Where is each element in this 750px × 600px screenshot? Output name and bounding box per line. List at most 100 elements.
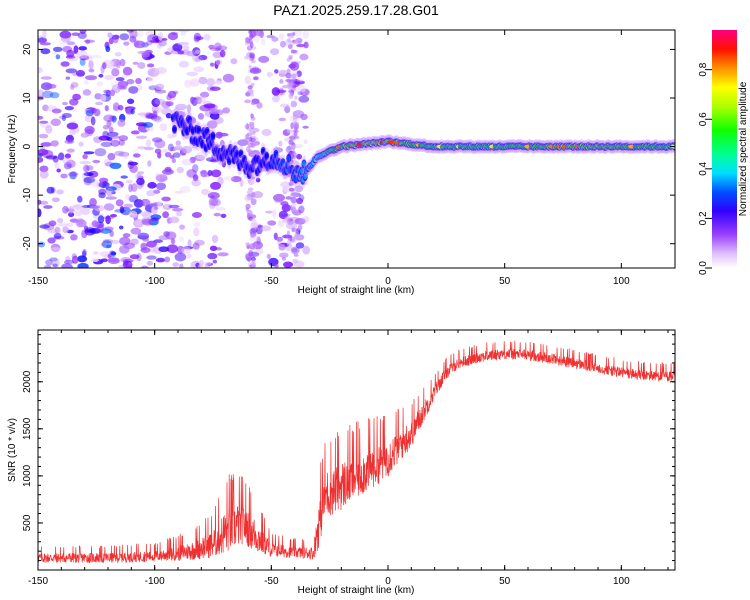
heatmap-cell [203, 103, 216, 109]
heatmap-cell [249, 233, 257, 238]
heatmap-cell [209, 86, 221, 91]
heatmap-cell [162, 211, 170, 219]
heatmap-cell [250, 192, 256, 198]
heatmap-cell [293, 176, 298, 182]
heatmap-cell [210, 181, 221, 190]
heatmap-cell [247, 85, 253, 90]
heatmap-cell [248, 216, 253, 221]
heatmap-cell [39, 120, 49, 124]
heatmap-cell [164, 166, 172, 173]
heatmap-cell [83, 164, 90, 173]
heatmap-cell [217, 252, 229, 257]
heatmap-cell [85, 39, 91, 45]
heatmap-cell [258, 55, 270, 63]
heatmap-cell [154, 148, 162, 154]
heatmap-cell [191, 128, 196, 134]
heatmap-cell [293, 39, 298, 44]
heatmap-cell [101, 240, 112, 249]
heatmap-cell [202, 261, 212, 266]
heatmap-cell [122, 74, 128, 79]
heatmap-cell [191, 179, 201, 187]
heatmap-cell [129, 254, 140, 260]
heatmap-cell [251, 218, 257, 228]
heatmap-cell [260, 225, 271, 232]
heatmap-cell [256, 102, 263, 109]
heatmap-cell [286, 239, 292, 247]
heatmap-cell [38, 148, 49, 156]
heatmap-cell [124, 193, 131, 200]
heatmap-cell [295, 242, 305, 249]
heatmap-cell [50, 118, 61, 127]
heatmap-cell [103, 89, 111, 94]
heatmap-cell [211, 169, 222, 178]
heatmap-cell [244, 75, 252, 85]
heatmap-cell [204, 145, 208, 151]
heatmap-cell [62, 226, 69, 234]
heatmap-cell [162, 149, 169, 153]
heatmap-cell [223, 176, 235, 181]
heatmap-cell [64, 106, 74, 111]
heatmap-cell [167, 32, 178, 41]
heatmap-cell [122, 66, 133, 76]
heatmap-cell [43, 205, 53, 209]
heatmap-cell [127, 98, 135, 105]
heatmap-cell [63, 162, 72, 170]
heatmap-cell [147, 182, 157, 189]
heatmap-cell [272, 209, 277, 218]
heatmap-cell [147, 77, 154, 82]
heatmap-cell [118, 139, 125, 146]
heatmap-cell [164, 256, 171, 263]
heatmap-cell [175, 140, 181, 146]
heatmap-cell [50, 140, 59, 147]
heatmap-cell [94, 148, 107, 157]
heatmap-cell [45, 259, 53, 266]
heatmap-cell [198, 54, 208, 61]
heatmap-cell [274, 264, 279, 268]
heatmap-cell [47, 228, 58, 234]
y-tick-label: 500 [22, 514, 33, 531]
heatmap-cell [270, 48, 280, 56]
heatmap-cell [172, 43, 183, 52]
heatmap-cell [114, 52, 122, 57]
heatmap-cell [142, 237, 150, 242]
heatmap-cell [61, 263, 73, 268]
heatmap-cell [298, 95, 310, 103]
heatmap-cell [49, 257, 58, 262]
heatmap-cell [52, 258, 60, 268]
heatmap-cell [192, 242, 200, 250]
heatmap-cell [179, 224, 186, 230]
heatmap-cell [122, 233, 131, 238]
heatmap-cell [287, 38, 291, 43]
heatmap-cell [133, 39, 140, 48]
heatmap-cell [141, 265, 149, 268]
heatmap-cell [205, 157, 217, 162]
heatmap-cell [170, 238, 176, 245]
heatmap-cell [126, 78, 135, 85]
heatmap-cell [85, 54, 94, 62]
heatmap-cell [286, 129, 294, 134]
heatmap-cell [250, 143, 256, 148]
heatmap-cell [112, 105, 120, 112]
heatmap-cell [152, 110, 158, 119]
heatmap-cell [58, 115, 67, 120]
heatmap-cell [61, 157, 73, 165]
heatmap-cell [201, 188, 210, 196]
heatmap-cell [206, 120, 218, 129]
heatmap-cell [53, 232, 62, 239]
heatmap-cell [167, 90, 177, 99]
y-tick-label: 0 [22, 143, 33, 149]
colorbar-tick-label: 0.6 [698, 112, 709, 126]
heatmap-cell [104, 75, 114, 80]
heatmap-cell [66, 208, 75, 213]
heatmap-cell [118, 135, 129, 142]
heatmap-cell [108, 126, 114, 133]
heatmap-cell [147, 160, 152, 167]
heatmap-cell [128, 86, 139, 94]
heatmap-cell [72, 93, 81, 101]
colorbar-tick-label: 0.0 [698, 261, 709, 275]
heatmap-cell [207, 252, 218, 260]
snr-x-ticks: -150 -100 -50 0 50 100 [28, 330, 669, 587]
heatmap-cell [42, 104, 49, 112]
heatmap-cell [288, 63, 297, 69]
heatmap-cell [279, 117, 285, 121]
